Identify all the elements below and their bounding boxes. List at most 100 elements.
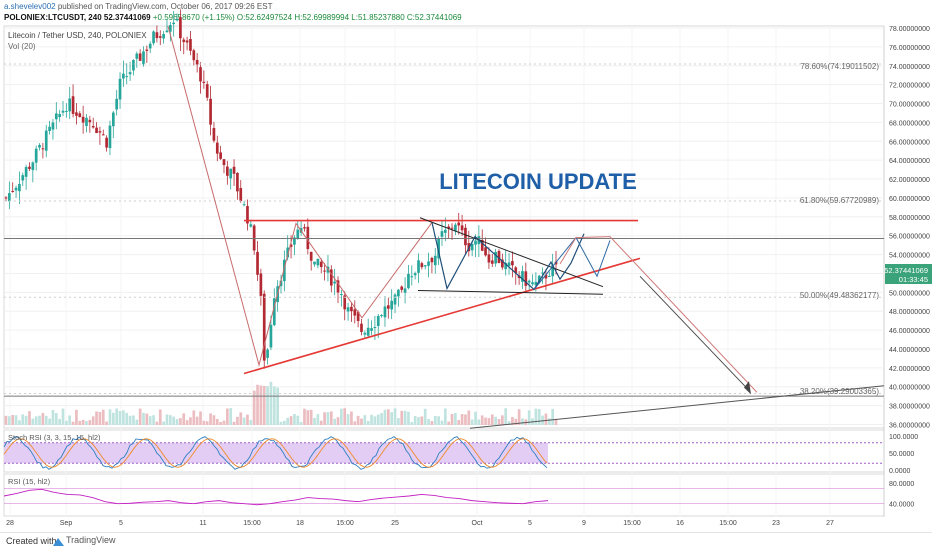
volume-bar (289, 416, 293, 425)
volume-bar (202, 420, 206, 425)
volume-bar (138, 408, 142, 425)
volume-bar (487, 418, 491, 425)
candle-body (319, 261, 323, 268)
candle-body (78, 113, 82, 118)
volume-bar (440, 420, 444, 425)
time-tick-label: Oct (472, 520, 483, 527)
volume-bar (179, 418, 182, 425)
candle-body (289, 244, 293, 247)
volume-bar (454, 413, 457, 425)
candle-body (175, 18, 179, 21)
volume-bar (98, 411, 102, 425)
headline: LITECOIN UPDATE (439, 169, 637, 194)
candle-body (118, 78, 122, 100)
volume-bar (447, 421, 451, 425)
candle-body (269, 324, 273, 348)
volume-bar (132, 415, 135, 425)
volume-bar (460, 414, 464, 425)
time-tick-label: 15:00 (336, 520, 354, 527)
candle-body (48, 126, 51, 132)
stoch-band (4, 442, 548, 464)
axes: 36.00000000 38.00000000 40.00000000 42.0000… (6, 26, 930, 527)
volume-bar (242, 417, 246, 425)
candle-body (423, 265, 427, 267)
candle-body (383, 306, 387, 318)
volume-bar (309, 409, 313, 425)
volume-bar (313, 417, 316, 425)
volume-bar (511, 417, 514, 425)
candle-body (417, 260, 420, 273)
volume-bar (497, 419, 501, 425)
candle-body (380, 315, 383, 317)
rsi-pane[interactable] (3, 473, 885, 517)
volume-bar (360, 418, 363, 425)
candle-body (457, 222, 461, 226)
volume-bar (276, 387, 279, 425)
volume-bar (239, 412, 243, 425)
candle-body (504, 262, 508, 270)
volume-bar (464, 414, 467, 425)
volume-bar (182, 413, 186, 425)
volume-bar (155, 421, 159, 425)
volume-bar (108, 409, 112, 425)
candle-body (249, 224, 253, 227)
ohlc-high: H:52.69989994 (294, 13, 350, 22)
tradingview-brand[interactable]: TradingView (66, 535, 116, 545)
volume-bar (175, 419, 179, 425)
volume-bar (101, 409, 105, 425)
time-tick-label: 16 (676, 520, 684, 527)
stoch-tick-label: 100.0000 (889, 434, 918, 441)
volume-bar (323, 412, 326, 425)
volume-bar (417, 417, 420, 425)
rising-support-line (243, 257, 641, 375)
volume-bar (128, 415, 132, 425)
candle-body (14, 187, 18, 191)
candle-body (148, 43, 152, 49)
volume-bar (189, 417, 192, 425)
volume-bar (393, 408, 397, 425)
candle-body (135, 53, 139, 59)
change: +0.59658670 (+1.15%) (152, 13, 235, 22)
stoch-legend: Stoch RSI (3, 3, 15, 15, hl2) (8, 433, 101, 442)
time-tick-label: 23 (772, 520, 780, 527)
vol-legend: Vol (20) (8, 42, 36, 51)
candle-body (158, 36, 162, 38)
candle-body (105, 137, 108, 148)
candle-body (501, 259, 504, 268)
candle-body (145, 49, 149, 51)
volume-bar (403, 410, 407, 425)
chart-area[interactable]: Litecoin / Tether USD, 240, POLONIEX Vol… (0, 0, 932, 532)
long-trend-line (469, 385, 885, 429)
price-badge-countdown: 01:33:45 (899, 275, 928, 284)
volume-bar (296, 415, 300, 425)
candle-body (101, 134, 105, 136)
volume-bar (554, 418, 558, 425)
candle-body (507, 262, 511, 266)
candle-body (547, 276, 551, 278)
price-tick-label: 56.00000000 (889, 234, 930, 241)
rsi-tick-label: 80.0000 (889, 481, 914, 488)
candle-body (474, 240, 477, 245)
published-text: published on TradingView.com, October 06… (57, 2, 273, 11)
volume-bar (363, 415, 367, 425)
volume-bar (78, 420, 82, 425)
stoch-tick-label: 50.0000 (889, 451, 914, 458)
price-tick-label: 78.00000000 (889, 26, 930, 33)
candle-body (490, 260, 494, 264)
rsi-line (3, 488, 549, 506)
candle-body (54, 113, 58, 120)
volume-bar (8, 416, 11, 425)
volume-bar (249, 419, 253, 425)
footer: Created with TradingView (0, 532, 932, 551)
candle-body (108, 125, 112, 149)
volume-bar (31, 418, 35, 425)
volume-bar (81, 419, 85, 425)
volume-bar (168, 415, 172, 425)
candle-body (350, 306, 353, 312)
volume-bar (366, 421, 370, 425)
candle-body (8, 193, 11, 202)
volume-bar (407, 411, 410, 425)
candle-body (296, 229, 300, 239)
publisher-name[interactable]: a.shevelev002 (4, 2, 56, 11)
price-tick-label: 64.00000000 (889, 158, 930, 165)
